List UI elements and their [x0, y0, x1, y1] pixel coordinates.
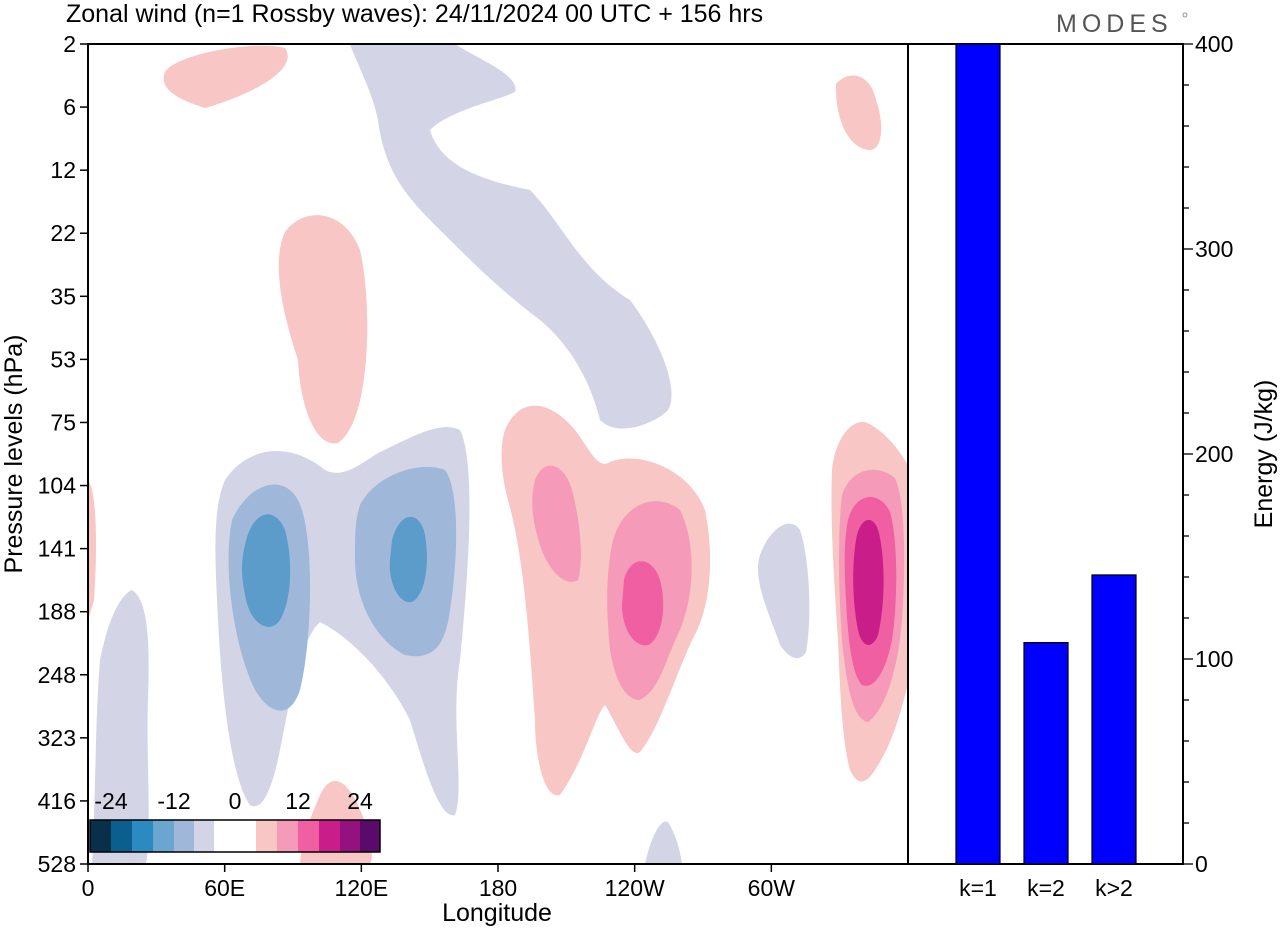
x-tick-label: 180 — [479, 875, 517, 901]
y-tick-label: 141 — [38, 536, 76, 562]
colorbar-cell — [153, 820, 174, 852]
y-tick-label: 53 — [50, 346, 76, 372]
colorbar-cell — [90, 820, 111, 852]
energy-tick-label: 400 — [1195, 31, 1233, 57]
colorbar-cell — [360, 820, 380, 852]
y-tick-label: 22 — [50, 220, 76, 246]
y-tick-label: 416 — [38, 788, 76, 814]
y-tick-label: 188 — [38, 599, 76, 625]
x-tick-label: 120E — [334, 875, 388, 901]
colorbar-cell — [256, 820, 277, 852]
colorbar-cell — [298, 820, 319, 852]
energy-tick-label: 0 — [1195, 851, 1208, 877]
pressure-axis: 2 6 12 22 35 53 75 104 141 188 248 323 416 528 — [38, 31, 88, 877]
contour-neg-right — [758, 523, 810, 659]
colorbar-cell — [194, 820, 214, 852]
colorbar-cell — [174, 820, 194, 852]
y-tick-label: 2 — [63, 31, 76, 57]
colorbar: -24 -12 0 12 24 — [89, 788, 381, 853]
y-tick-label: 104 — [38, 473, 77, 499]
colorbar-cell — [340, 820, 360, 852]
contour-neg-bottom — [645, 821, 682, 864]
y-tick-label: 323 — [38, 725, 76, 751]
y-tick-label: 12 — [50, 157, 76, 183]
x-tick-label: 0 — [82, 875, 95, 901]
bar-k=1 — [955, 43, 1001, 865]
y-tick-label: 75 — [50, 409, 76, 435]
bar-category-label: k=1 — [959, 875, 997, 901]
y-tick-label: 248 — [38, 662, 76, 688]
energy-tick-label: 300 — [1195, 236, 1233, 262]
map-frame — [87, 43, 909, 865]
contour-neg-core-2 — [389, 516, 427, 603]
x-tick-label: 60E — [204, 875, 245, 901]
colorbar-cell — [319, 820, 340, 852]
colorbar-frame — [89, 819, 381, 853]
y-tick-label: 6 — [63, 94, 76, 120]
contour-pos-mid-left — [278, 215, 368, 444]
contour-pos-mid-center — [532, 465, 581, 582]
longitude-axis: 0 60E 120E 180 120W 60W — [82, 864, 796, 901]
bar-category-label: k=2 — [1027, 875, 1065, 901]
energy-tick-label: 100 — [1195, 646, 1233, 672]
colorbar-label: 12 — [285, 788, 311, 814]
energy-tick-label: 200 — [1195, 441, 1233, 467]
contour-pos-core-center — [622, 561, 664, 646]
contour-neg-lower-left — [92, 590, 149, 864]
y-axis-label: Pressure levels (hPa) — [0, 335, 28, 574]
contour-neg-core-1 — [242, 514, 291, 627]
contour-pos-right-core — [853, 519, 884, 646]
contour-pos-top-left — [163, 45, 288, 108]
contour-pos-top-right — [835, 75, 882, 150]
colorbar-label: -12 — [157, 788, 190, 814]
contour-neg-stream — [350, 44, 672, 429]
x-axis-label: Longitude — [442, 899, 552, 927]
modes-logo: MODES — [1056, 10, 1173, 38]
bar-k=2 — [1023, 641, 1069, 865]
contour-pos-left-edge — [88, 480, 96, 620]
contour-field — [88, 44, 908, 864]
colorbar-label: -24 — [94, 788, 127, 814]
energy-axis: 0 100 200 300 400 — [1183, 31, 1233, 877]
colorbar-cell — [111, 820, 132, 852]
y-tick-label: 528 — [38, 851, 76, 877]
colorbar-cell — [277, 820, 298, 852]
x-tick-label: 60W — [748, 875, 796, 901]
bar-category-axis: k=1 k=2 k>2 — [959, 875, 1133, 901]
bar-k>2 — [1091, 574, 1137, 865]
bar-category-label: k>2 — [1095, 875, 1133, 901]
copyright-mark — [1182, 12, 1188, 18]
colorbar-cell — [214, 820, 256, 852]
chart-title: Zonal wind (n=1 Rossby waves): 24/11/202… — [66, 0, 763, 28]
colorbar-label: 0 — [229, 788, 242, 814]
colorbar-label: 24 — [347, 788, 373, 814]
energy-axis-label: Energy (J/kg) — [1250, 380, 1278, 529]
x-tick-label: 120W — [605, 875, 665, 901]
colorbar-cell — [132, 820, 153, 852]
y-tick-label: 35 — [50, 283, 76, 309]
bar-series — [955, 43, 1137, 865]
